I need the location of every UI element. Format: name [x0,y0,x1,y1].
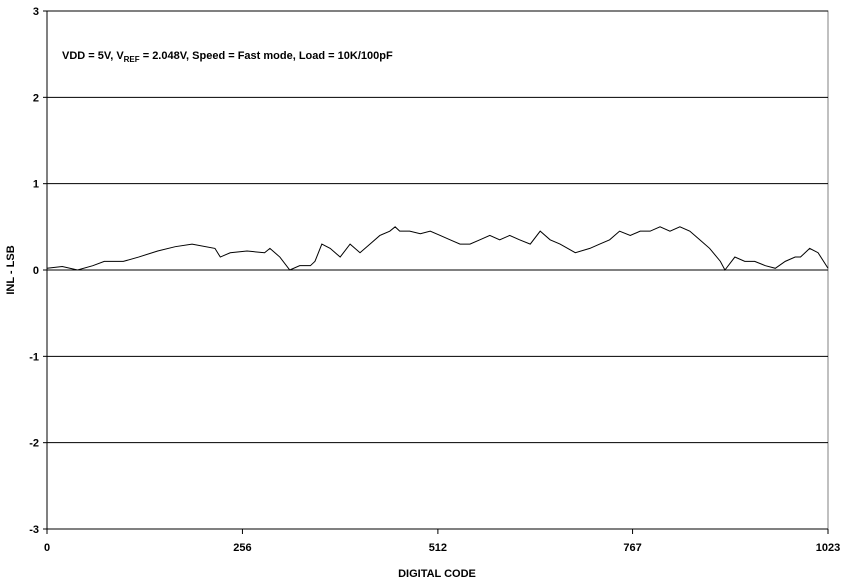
x-axis-label: DIGITAL CODE [398,568,476,580]
x-tick-label: 256 [233,542,251,554]
y-tick-label: -3 [29,524,39,536]
y-tick-label: 1 [33,179,39,191]
annotation-subscript: REF [124,55,140,64]
data-line [46,226,829,271]
y-axis-label: INL - LSB [5,245,17,294]
y-tick-label: -1 [29,351,39,363]
y-tick-label: 0 [33,265,39,277]
annotation-part: = 2.048V, Speed = Fast mode, Load = 10K/… [140,50,393,62]
x-tick-label: 1023 [816,542,840,554]
y-tick-label: -2 [29,438,39,450]
annotation-part: VDD = 5V, V [62,50,124,62]
annotation: VDD = 5V, VREF = 2.048V, Speed = Fast mo… [62,50,393,64]
x-tick-label: 767 [623,542,641,554]
x-tick-label: 512 [429,542,447,554]
y-tick-label: 2 [33,92,39,104]
x-tick-label: 0 [44,542,50,554]
y-tick-label: 3 [33,6,39,18]
